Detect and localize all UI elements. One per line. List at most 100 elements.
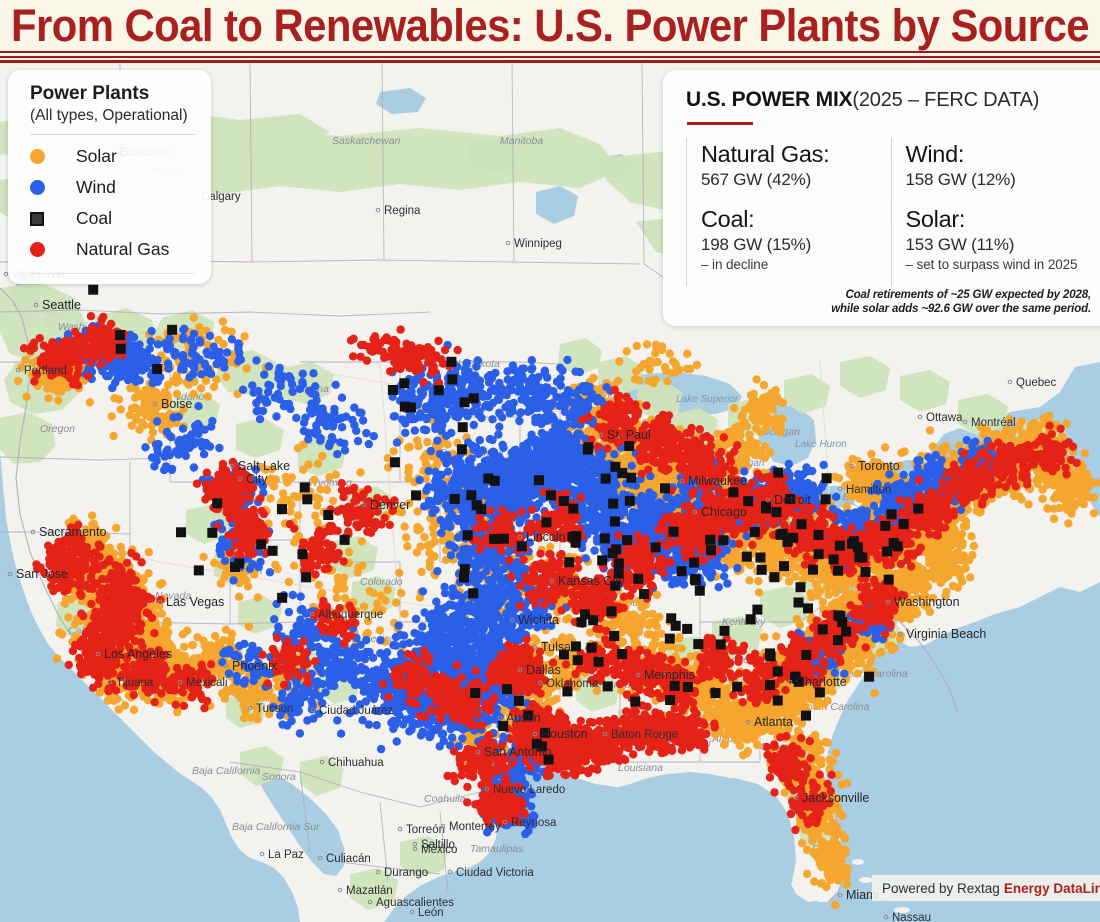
plant-marker-solar[interactable]	[818, 568, 827, 577]
plant-marker-solar[interactable]	[938, 444, 947, 453]
plant-marker-solar[interactable]	[299, 465, 308, 474]
plant-marker-solar[interactable]	[313, 459, 323, 468]
plant-marker-solar[interactable]	[142, 392, 152, 402]
plant-marker-solar[interactable]	[242, 364, 251, 373]
plant-marker-solar[interactable]	[928, 442, 938, 451]
plant-marker-solar[interactable]	[356, 468, 365, 477]
plant-marker-solar[interactable]	[952, 548, 961, 558]
plant-marker-solar[interactable]	[445, 531, 455, 540]
plant-marker-solar[interactable]	[116, 405, 126, 414]
plant-marker-solar[interactable]	[318, 451, 327, 461]
plant-marker-solar[interactable]	[253, 715, 262, 724]
plant-marker-solar[interactable]	[52, 654, 62, 663]
plant-marker-solar[interactable]	[1057, 494, 1067, 503]
plant-marker-solar[interactable]	[64, 613, 73, 622]
plant-marker-solar[interactable]	[939, 562, 948, 572]
plant-marker-solar[interactable]	[314, 580, 324, 589]
plant-marker-solar[interactable]	[332, 593, 341, 603]
plant-marker-solar[interactable]	[47, 378, 56, 387]
plant-marker-solar[interactable]	[1080, 449, 1090, 458]
plant-marker-solar[interactable]	[397, 588, 406, 598]
plant-marker-solar[interactable]	[949, 534, 958, 543]
plant-marker-solar[interactable]	[88, 511, 97, 520]
plant-marker-solar[interactable]	[967, 532, 976, 541]
plant-marker-solar[interactable]	[811, 579, 821, 589]
plant-marker-solar[interactable]	[219, 340, 228, 349]
plant-marker-solar[interactable]	[127, 404, 137, 413]
plant-marker-solar[interactable]	[331, 470, 340, 479]
plant-marker-solar[interactable]	[1023, 433, 1033, 442]
plant-marker-solar[interactable]	[1089, 509, 1099, 518]
plant-marker-solar[interactable]	[966, 573, 975, 582]
plant-marker-solar[interactable]	[231, 684, 240, 694]
plant-marker-solar[interactable]	[1017, 417, 1026, 426]
plant-marker-solar[interactable]	[961, 564, 970, 573]
plant-marker-solar[interactable]	[354, 563, 363, 572]
plant-marker-solar[interactable]	[227, 629, 237, 638]
plant-marker-solar[interactable]	[202, 645, 211, 654]
plant-marker-solar[interactable]	[754, 588, 764, 597]
plant-marker-solar[interactable]	[109, 696, 119, 705]
plant-marker-solar[interactable]	[429, 529, 439, 539]
plant-marker-solar[interactable]	[135, 425, 144, 434]
plant-marker-solar[interactable]	[222, 372, 231, 381]
plant-marker-solar[interactable]	[430, 537, 440, 546]
plant-marker-solar[interactable]	[417, 567, 426, 577]
plant-marker-solar[interactable]	[363, 628, 372, 638]
plant-marker-solar[interactable]	[311, 493, 321, 502]
power-plant-markers[interactable]	[13, 284, 1100, 910]
plant-marker-solar[interactable]	[112, 523, 121, 533]
plant-marker-solar[interactable]	[203, 392, 213, 401]
plant-marker-solar[interactable]	[22, 392, 31, 401]
plant-marker-solar[interactable]	[179, 642, 189, 651]
plant-marker-solar[interactable]	[375, 626, 385, 635]
plant-marker-solar[interactable]	[118, 549, 127, 558]
plant-marker-solar[interactable]	[172, 650, 181, 659]
plant-marker-solar[interactable]	[283, 495, 292, 505]
plant-marker-solar[interactable]	[116, 542, 126, 552]
plant-marker-solar[interactable]	[969, 541, 979, 551]
plant-marker-solar[interactable]	[403, 542, 412, 551]
plant-marker-solar[interactable]	[784, 577, 794, 586]
plant-marker-solar[interactable]	[1070, 489, 1079, 498]
plant-marker-solar[interactable]	[940, 550, 949, 559]
plant-marker-solar[interactable]	[129, 705, 139, 714]
plant-marker-solar[interactable]	[70, 619, 80, 629]
plant-marker-solar[interactable]	[931, 555, 941, 564]
plant-marker-solar[interactable]	[1050, 478, 1060, 487]
plant-marker-solar[interactable]	[316, 485, 325, 494]
plant-marker-solar[interactable]	[950, 563, 959, 572]
plant-marker-solar[interactable]	[244, 622, 254, 631]
plant-marker-solar[interactable]	[413, 522, 422, 532]
plant-marker-solar[interactable]	[900, 447, 909, 456]
plant-marker-solar[interactable]	[109, 431, 118, 441]
plant-marker-solar[interactable]	[85, 398, 95, 407]
plant-marker-solar[interactable]	[247, 685, 257, 694]
plant-marker-solar[interactable]	[180, 651, 189, 661]
plant-marker-solar[interactable]	[413, 507, 422, 516]
plant-marker-solar[interactable]	[95, 688, 105, 697]
plant-marker-solar[interactable]	[1061, 502, 1071, 511]
plant-marker-solar[interactable]	[918, 565, 928, 574]
plant-marker-solar[interactable]	[44, 394, 53, 403]
plant-marker-solar[interactable]	[188, 640, 198, 650]
plant-marker-solar[interactable]	[770, 556, 779, 565]
plant-marker-solar[interactable]	[57, 630, 67, 639]
plant-marker-solar[interactable]	[333, 583, 343, 592]
plant-marker-solar[interactable]	[1010, 491, 1019, 501]
plant-marker-solar[interactable]	[217, 689, 227, 698]
plant-marker-solar[interactable]	[174, 376, 183, 385]
plant-marker-solar[interactable]	[1034, 422, 1044, 431]
plant-marker-solar[interactable]	[754, 576, 763, 586]
plant-marker-solar[interactable]	[131, 384, 141, 394]
plant-marker-solar[interactable]	[613, 376, 623, 386]
plant-marker-solar[interactable]	[189, 313, 199, 322]
plant-marker-solar[interactable]	[317, 588, 327, 598]
plant-marker-solar[interactable]	[1024, 500, 1033, 509]
plant-marker-solar[interactable]	[949, 524, 958, 533]
plant-marker-solar[interactable]	[210, 642, 219, 651]
plant-marker-solar[interactable]	[402, 533, 411, 542]
plant-marker-solar[interactable]	[944, 572, 953, 581]
plant-marker-solar[interactable]	[132, 413, 141, 422]
plant-marker-solar[interactable]	[144, 569, 153, 578]
